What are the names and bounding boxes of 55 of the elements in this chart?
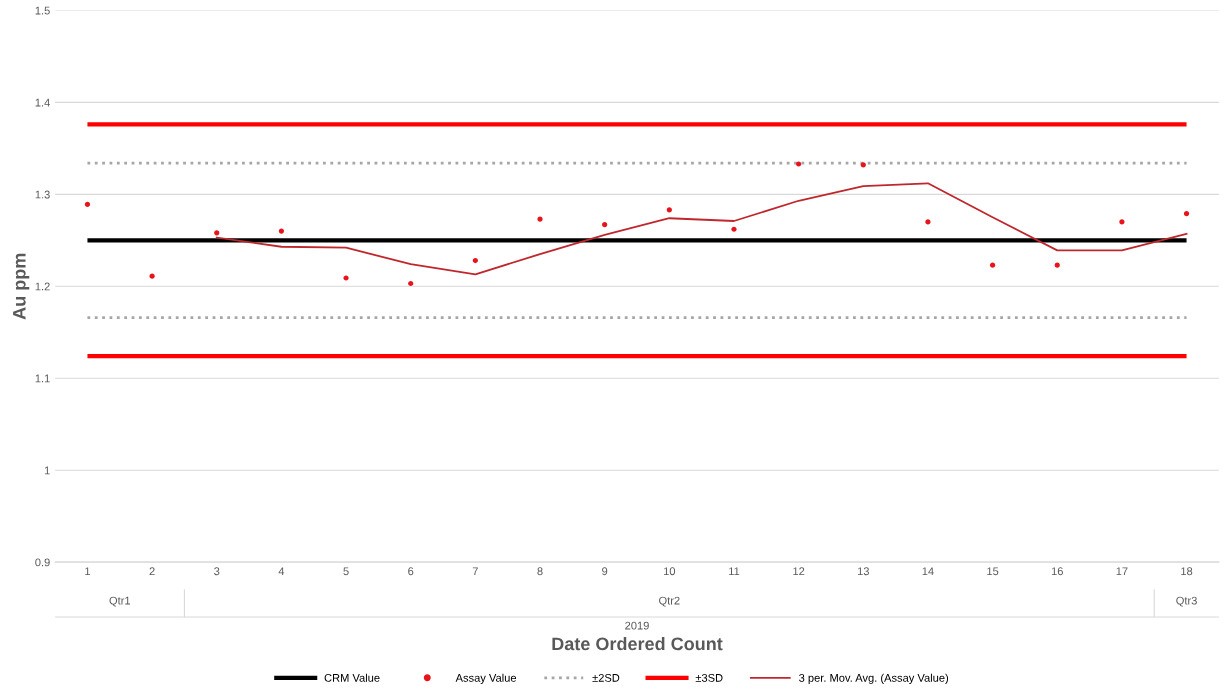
x-tick-label: 2 (149, 567, 155, 576)
y-tick-label: 1.3 (35, 190, 50, 199)
line-series (215, 182, 1188, 276)
point (472, 257, 478, 264)
legend-label: CRM Value (324, 673, 380, 682)
y-tick-label: 1 (44, 466, 50, 475)
x-tick-label: 7 (472, 567, 478, 576)
point (1054, 262, 1060, 268)
point (925, 219, 931, 225)
point (408, 280, 414, 287)
point (537, 216, 543, 222)
point (860, 162, 866, 168)
x-tick-label: 5 (343, 567, 349, 576)
point (214, 230, 220, 236)
point (278, 228, 285, 234)
y-tick-label: 1.1 (35, 374, 50, 383)
point (149, 273, 155, 279)
point (989, 262, 996, 268)
legend-label: 3 per. Mov. Avg. (Assay Value) (799, 673, 949, 684)
x-tick-label: 3 (214, 567, 220, 576)
y-tick-label: 0.9 (35, 558, 50, 567)
x-tick-label: 15 (987, 567, 999, 576)
x-tick-label: 6 (408, 567, 414, 576)
legend-label: ±2SD (592, 673, 620, 682)
point (602, 222, 608, 228)
x-tick-label: 14 (922, 567, 934, 576)
point (731, 226, 737, 232)
point (343, 275, 349, 281)
x-tick-label: 12 (793, 567, 805, 576)
y-tick-label: 1.5 (35, 6, 50, 15)
point (1119, 219, 1125, 225)
x-tick-label: 9 (602, 567, 608, 576)
x-tick-label: 11 (729, 567, 740, 576)
legend-label: Assay Value (455, 673, 517, 684)
text: Qtr3 (1176, 596, 1197, 607)
text: 2019 (625, 621, 649, 630)
x-tick-label: 10 (663, 567, 676, 576)
point (666, 207, 672, 213)
y-axis-title: Au ppm (13, 253, 30, 320)
point (84, 201, 91, 208)
x-tick-label: 8 (537, 567, 543, 576)
x-tick-label: 4 (278, 567, 285, 576)
x-tick-label: 16 (1051, 567, 1063, 576)
x-tick-label: 1 (85, 567, 90, 576)
y-tick-label: 1.2 (35, 282, 50, 291)
text: Qtr2 (659, 596, 680, 607)
legend-label: ±3SD (695, 673, 723, 682)
point (1183, 211, 1190, 217)
x-tick-label: 13 (857, 567, 869, 576)
x-axis-title: Date Ordered Count (552, 637, 723, 651)
x-tick-label: 18 (1181, 567, 1193, 576)
x-tick-label: 17 (1116, 567, 1128, 576)
y-tick-label: 1.4 (35, 98, 50, 107)
point (796, 161, 802, 167)
text: Qtr1 (109, 596, 131, 607)
